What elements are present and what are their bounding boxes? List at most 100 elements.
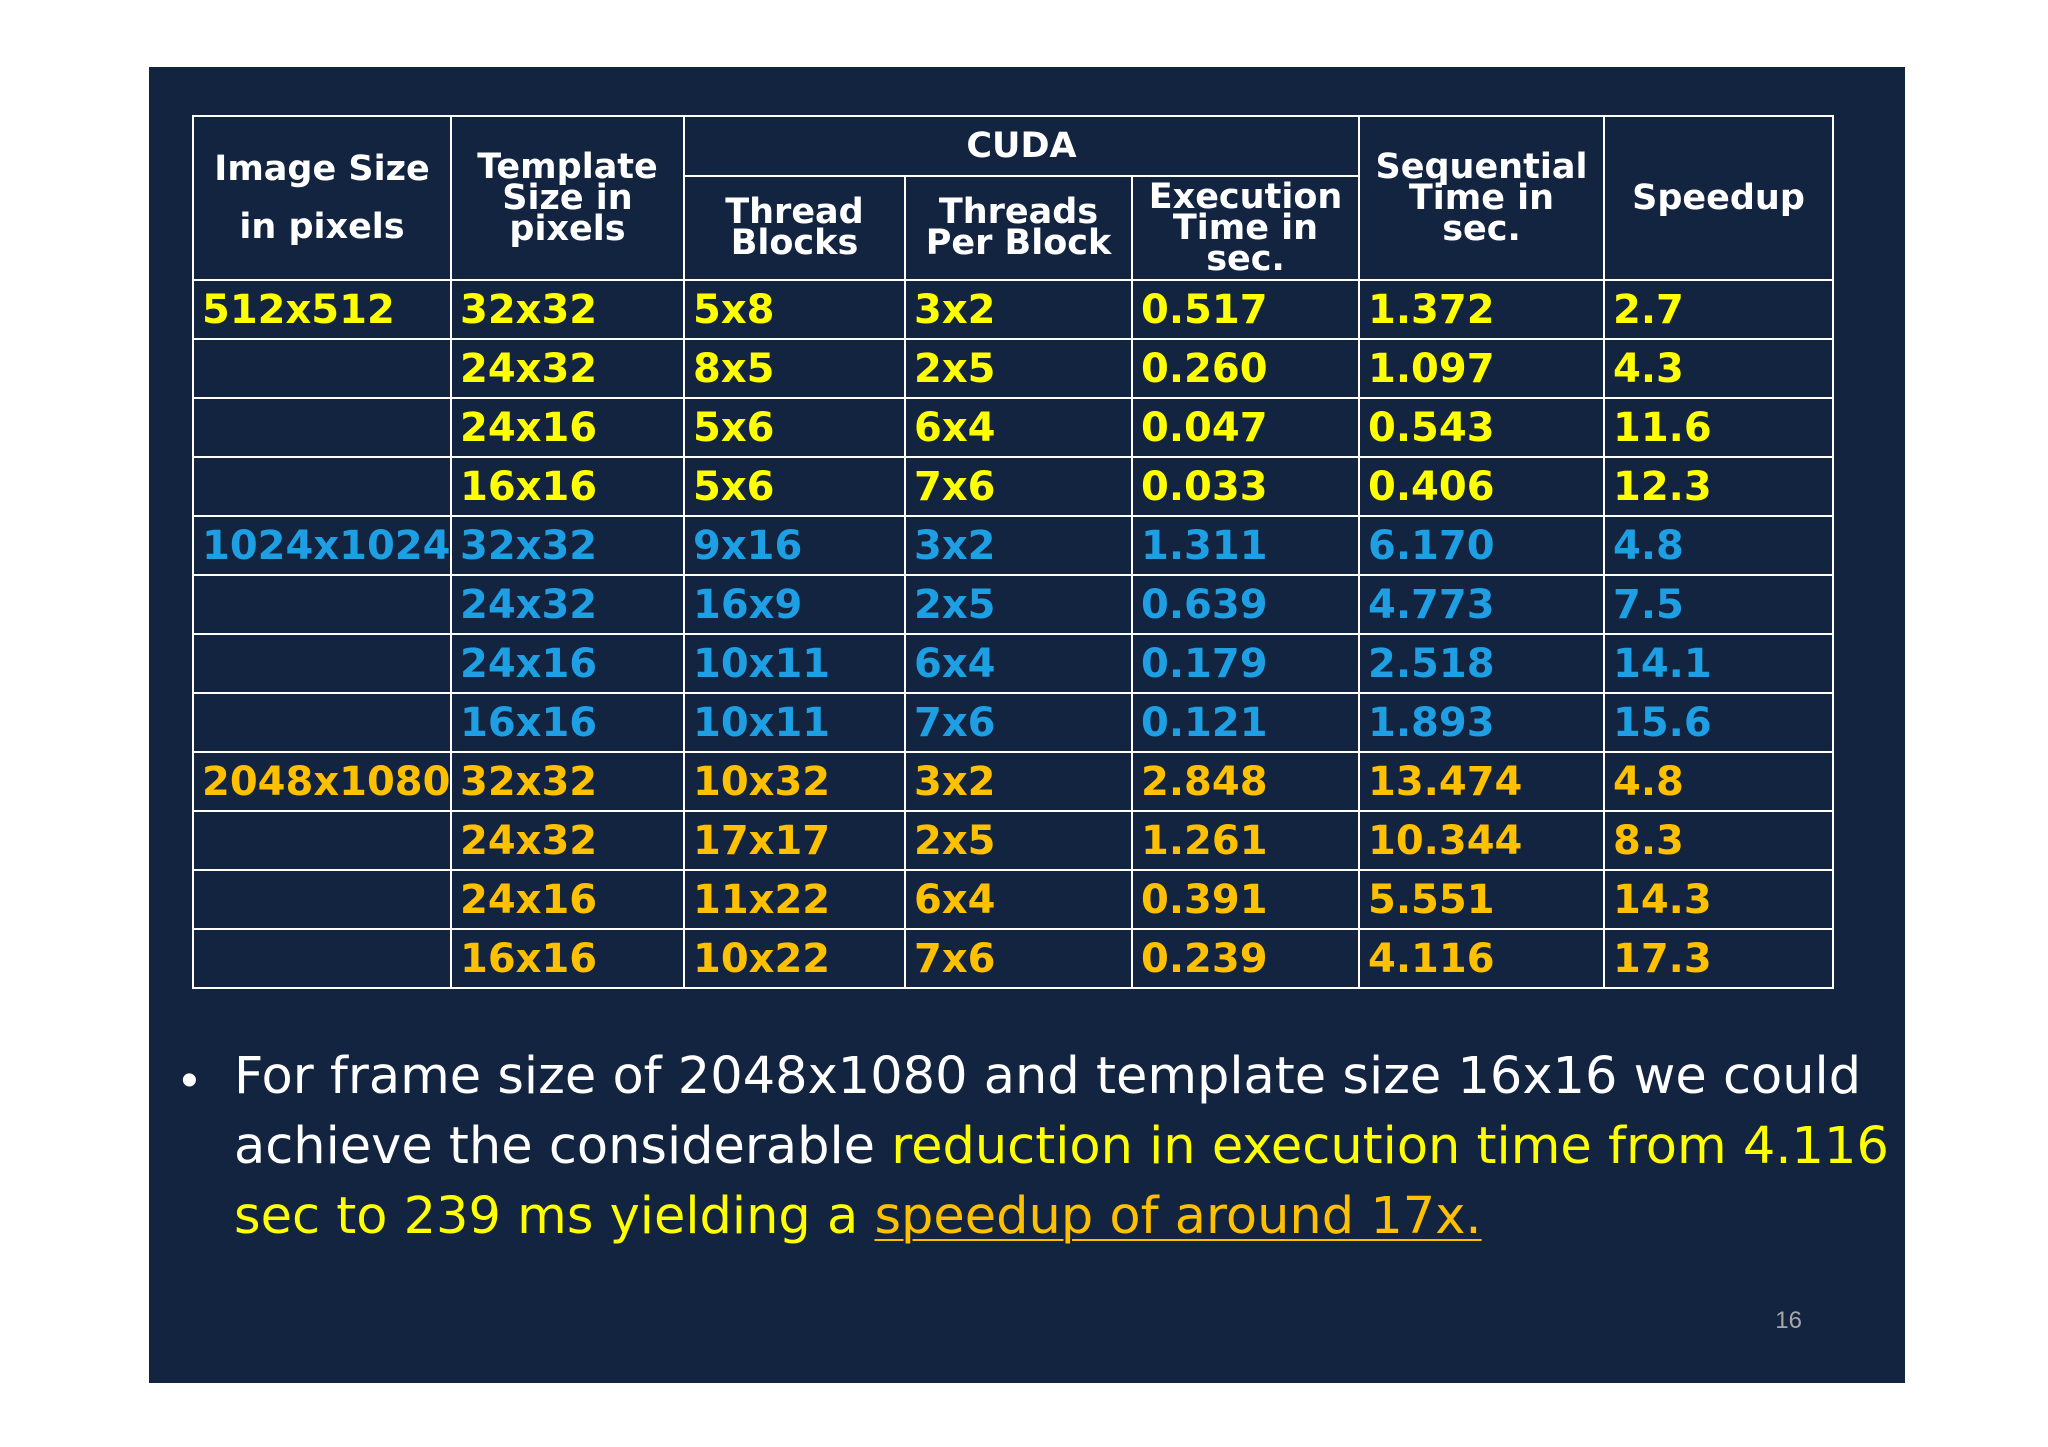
table-cell-image [192,338,452,399]
table-cell-speedup: 14.1 [1603,633,1834,694]
table-row: 24x16 10x11 6x4 0.179 2.518 14.1 [192,633,1834,694]
table-cell-template: 16x16 [450,928,685,989]
table-cell-threads: 6x4 [904,633,1133,694]
table-cell-threads: 3x2 [904,279,1133,340]
slide: Image Size in pixels Template Size in pi… [149,67,1905,1383]
table-row: 24x32 16x9 2x5 0.639 4.773 7.5 [192,574,1834,635]
table-row: 24x16 5x6 6x4 0.047 0.543 11.6 [192,397,1834,458]
table-cell-speedup: 4.8 [1603,515,1834,576]
header-threads-per-block: Threads Per Block [904,175,1133,281]
table-cell-image: 2048x1080 [192,751,452,812]
table-cell-image [192,633,452,694]
table-cell-blocks: 9x16 [683,515,906,576]
results-table: Image Size in pixels Template Size in pi… [192,115,1834,989]
bullet-dot-icon: • [181,1054,198,1107]
table-cell-speedup: 15.6 [1603,692,1834,753]
table-row: 16x16 5x6 7x6 0.033 0.406 12.3 [192,456,1834,517]
table-cell-exec: 0.639 [1131,574,1360,635]
table-row: 16x16 10x11 7x6 0.121 1.893 15.6 [192,692,1834,753]
table-cell-blocks: 17x17 [683,810,906,871]
table-cell-speedup: 2.7 [1603,279,1834,340]
table-cell-threads: 2x5 [904,574,1133,635]
table-cell-template: 16x16 [450,692,685,753]
table-cell-blocks: 5x6 [683,397,906,458]
table-cell-seq: 0.406 [1358,456,1605,517]
table-cell-seq: 6.170 [1358,515,1605,576]
page-number: 16 [1775,1307,1802,1334]
table-cell-blocks: 10x32 [683,751,906,812]
table-cell-speedup: 7.5 [1603,574,1834,635]
table-cell-seq: 1.097 [1358,338,1605,399]
table-row: 24x32 17x17 2x5 1.261 10.344 8.3 [192,810,1834,871]
table-cell-seq: 4.116 [1358,928,1605,989]
table-cell-seq: 1.893 [1358,692,1605,753]
table-cell-image [192,869,452,930]
table-row: 1024x1024 32x32 9x16 3x2 1.311 6.170 4.8 [192,515,1834,576]
header-row-2: Thread Blocks Threads Per Block Executio… [193,175,1833,281]
table-cell-exec: 0.391 [1131,869,1360,930]
table-cell-speedup: 4.8 [1603,751,1834,812]
table-cell-template: 24x16 [450,397,685,458]
header-cuda: CUDA [683,115,1360,177]
table-cell-seq: 10.344 [1358,810,1605,871]
table-cell-threads: 3x2 [904,515,1133,576]
table-cell-image [192,692,452,753]
table-cell-seq: 0.543 [1358,397,1605,458]
table-cell-exec: 0.517 [1131,279,1360,340]
table-cell-template: 32x32 [450,279,685,340]
table-cell-threads: 2x5 [904,810,1133,871]
table-cell-template: 24x16 [450,633,685,694]
header-sequential-time: Sequential Time in sec. [1358,115,1605,281]
table-cell-image [192,456,452,517]
table-cell-threads: 2x5 [904,338,1133,399]
table-cell-blocks: 10x22 [683,928,906,989]
summary-bullet: • For frame size of 2048x1080 and templa… [177,1042,1897,1252]
table-cell-exec: 0.260 [1131,338,1360,399]
table-row: 512x512 32x32 5x8 3x2 0.517 1.372 2.7 [192,279,1834,340]
table-cell-exec: 0.239 [1131,928,1360,989]
table-cell-exec: 1.261 [1131,810,1360,871]
results-body: 512x512 32x32 5x8 3x2 0.517 1.372 2.7 24x32 8x5 2… [192,279,1834,989]
table-cell-template: 16x16 [450,456,685,517]
table-cell-seq: 2.518 [1358,633,1605,694]
header-speedup: Speedup [1603,115,1834,281]
table-cell-speedup: 17.3 [1603,928,1834,989]
table-cell-blocks: 11x22 [683,869,906,930]
table-cell-template: 24x32 [450,338,685,399]
table-cell-image [192,397,452,458]
header-template-size: Template Size in pixels [450,115,685,281]
table-cell-template: 24x32 [450,810,685,871]
header-execution-time: Execution Time in sec. [1131,175,1360,281]
table-cell-exec: 0.121 [1131,692,1360,753]
table-cell-template: 32x32 [450,515,685,576]
table-cell-threads: 3x2 [904,751,1133,812]
table-cell-seq: 1.372 [1358,279,1605,340]
table-cell-blocks: 5x8 [683,279,906,340]
summary-speedup-link[interactable]: speedup of around 17x. [874,1187,1482,1246]
table-cell-exec: 0.047 [1131,397,1360,458]
table-row: 24x32 8x5 2x5 0.260 1.097 4.3 [192,338,1834,399]
table-cell-image [192,810,452,871]
summary-text-part1: For frame size of 2048x1080 and template… [234,1047,1862,1176]
table-cell-speedup: 11.6 [1603,397,1834,458]
table-cell-image: 512x512 [192,279,452,340]
table-cell-threads: 6x4 [904,397,1133,458]
table-cell-threads: 7x6 [904,928,1133,989]
table-cell-threads: 7x6 [904,456,1133,517]
table-cell-image [192,928,452,989]
table-cell-threads: 6x4 [904,869,1133,930]
table-cell-seq: 13.474 [1358,751,1605,812]
table-cell-blocks: 10x11 [683,633,906,694]
header-row-1: Image Size in pixels Template Size in pi… [192,115,1834,281]
table-cell-blocks: 5x6 [683,456,906,517]
table-row: 16x16 10x22 7x6 0.239 4.116 17.3 [192,928,1834,989]
table-cell-speedup: 4.3 [1603,338,1834,399]
header-thread-blocks: Thread Blocks [683,175,906,281]
header-image-size: Image Size in pixels [192,115,452,281]
table-cell-speedup: 14.3 [1603,869,1834,930]
table-cell-exec: 0.179 [1131,633,1360,694]
table-cell-template: 32x32 [450,751,685,812]
table-row: 24x16 11x22 6x4 0.391 5.551 14.3 [192,869,1834,930]
table-cell-blocks: 8x5 [683,338,906,399]
table-cell-template: 24x32 [450,574,685,635]
